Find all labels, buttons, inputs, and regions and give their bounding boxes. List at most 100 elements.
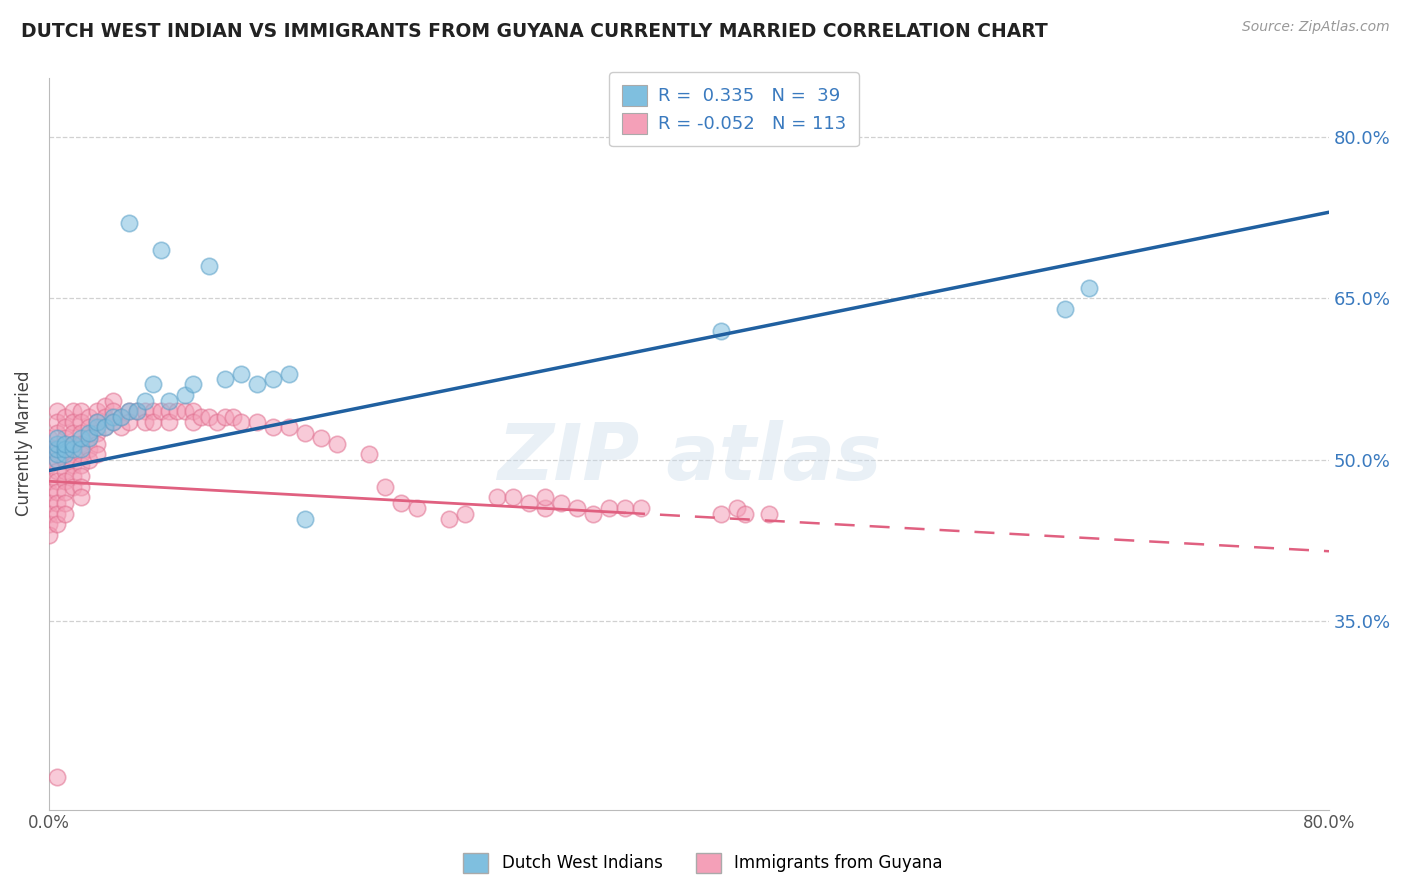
Point <box>53 507 76 521</box>
Point <box>517 496 540 510</box>
Point <box>62 447 84 461</box>
Point <box>118 404 141 418</box>
Point <box>246 377 269 392</box>
Point <box>110 409 132 424</box>
Point <box>181 377 204 392</box>
Point <box>229 367 252 381</box>
Point <box>86 415 108 429</box>
Point <box>534 491 557 505</box>
Point <box>77 431 100 445</box>
Point <box>118 216 141 230</box>
Point <box>86 420 108 434</box>
Point <box>70 431 93 445</box>
Point <box>53 452 76 467</box>
Legend: Dutch West Indians, Immigrants from Guyana: Dutch West Indians, Immigrants from Guya… <box>457 847 949 880</box>
Point <box>38 507 60 521</box>
Point <box>389 496 412 510</box>
Point <box>46 436 69 450</box>
Point <box>70 442 93 456</box>
Point <box>46 517 69 532</box>
Point <box>101 404 124 418</box>
Point <box>38 528 60 542</box>
Point <box>157 393 180 408</box>
Point <box>758 507 780 521</box>
Point <box>62 425 84 440</box>
Point <box>53 436 76 450</box>
Point <box>77 442 100 456</box>
Point <box>46 485 69 500</box>
Point <box>406 501 429 516</box>
Point <box>222 409 245 424</box>
Point <box>46 442 69 456</box>
Point <box>77 452 100 467</box>
Point <box>134 393 156 408</box>
Point <box>118 415 141 429</box>
Point <box>70 480 93 494</box>
Point <box>181 415 204 429</box>
Point <box>38 475 60 489</box>
Point <box>94 409 117 424</box>
Point <box>46 770 69 784</box>
Point <box>53 409 76 424</box>
Point <box>38 431 60 445</box>
Point <box>62 458 84 472</box>
Point <box>62 469 84 483</box>
Point <box>46 452 69 467</box>
Point <box>70 458 93 472</box>
Point <box>86 436 108 450</box>
Point <box>278 367 301 381</box>
Point <box>53 442 76 456</box>
Point <box>630 501 652 516</box>
Legend: R =  0.335   N =  39, R = -0.052   N = 113: R = 0.335 N = 39, R = -0.052 N = 113 <box>609 72 859 146</box>
Point <box>46 496 69 510</box>
Point <box>53 485 76 500</box>
Point <box>94 420 117 434</box>
Point <box>53 447 76 461</box>
Point <box>309 431 332 445</box>
Point <box>77 425 100 440</box>
Point <box>53 463 76 477</box>
Point <box>53 431 76 445</box>
Point <box>437 512 460 526</box>
Point <box>46 452 69 467</box>
Point <box>77 420 100 434</box>
Point <box>149 243 172 257</box>
Point <box>174 404 197 418</box>
Point <box>53 442 76 456</box>
Point <box>110 420 132 434</box>
Point <box>374 480 396 494</box>
Point <box>101 409 124 424</box>
Point <box>205 415 228 429</box>
Point <box>294 425 316 440</box>
Point <box>53 475 76 489</box>
Point <box>502 491 524 505</box>
Point <box>62 436 84 450</box>
Point <box>38 458 60 472</box>
Point <box>710 507 733 521</box>
Point <box>70 415 93 429</box>
Point <box>534 501 557 516</box>
Point <box>86 425 108 440</box>
Point <box>70 404 93 418</box>
Point <box>86 404 108 418</box>
Point <box>734 507 756 521</box>
Point <box>77 409 100 424</box>
Point <box>134 415 156 429</box>
Point <box>262 420 284 434</box>
Point <box>174 388 197 402</box>
Text: ZIP atlas: ZIP atlas <box>496 420 882 496</box>
Point <box>454 507 477 521</box>
Point <box>190 409 212 424</box>
Point <box>46 463 69 477</box>
Point <box>46 431 69 445</box>
Point <box>142 377 165 392</box>
Point <box>198 259 221 273</box>
Point <box>198 409 221 424</box>
Point <box>86 447 108 461</box>
Point <box>38 442 60 456</box>
Point <box>262 372 284 386</box>
Point <box>725 501 748 516</box>
Text: Source: ZipAtlas.com: Source: ZipAtlas.com <box>1241 20 1389 34</box>
Point <box>70 491 93 505</box>
Point <box>125 404 148 418</box>
